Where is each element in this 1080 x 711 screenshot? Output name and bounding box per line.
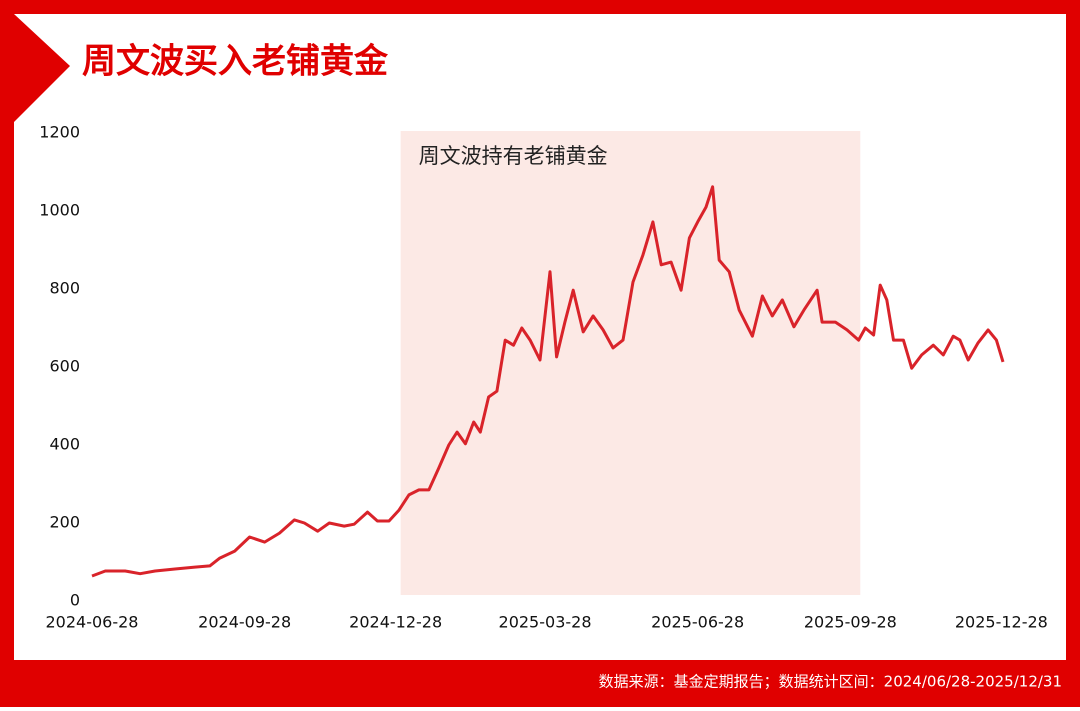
price-line xyxy=(91,185,1005,578)
x-tick-label: 2024-09-28 xyxy=(198,613,291,632)
x-tick-label: 2025-06-28 xyxy=(651,613,744,632)
source-note: 数据来源：基金定期报告；数据统计区间：2024/06/28-2025/12/31 xyxy=(599,673,1062,691)
x-tick-label: 2025-03-28 xyxy=(499,613,592,632)
y-tick-label: 1200 xyxy=(39,123,80,142)
x-tick-label: 2025-12-28 xyxy=(955,613,1048,632)
y-tick-label: 1000 xyxy=(39,201,80,220)
y-tick-label: 600 xyxy=(49,357,80,376)
highlight-band xyxy=(400,131,861,595)
highlight-label: 周文波持有老铺黄金 xyxy=(419,144,608,168)
y-tick-label: 400 xyxy=(49,435,80,454)
x-tick-label: 2025-09-28 xyxy=(804,613,897,632)
x-tick-label: 2024-12-28 xyxy=(349,613,442,632)
chart-title: 周文波买入老铺黄金 xyxy=(82,42,389,82)
y-tick-label: 0 xyxy=(70,591,80,610)
corner-triangle xyxy=(14,14,70,122)
x-tick-label: 2024-06-28 xyxy=(46,613,139,632)
y-tick-label: 200 xyxy=(49,513,80,532)
y-tick-label: 800 xyxy=(49,279,80,298)
